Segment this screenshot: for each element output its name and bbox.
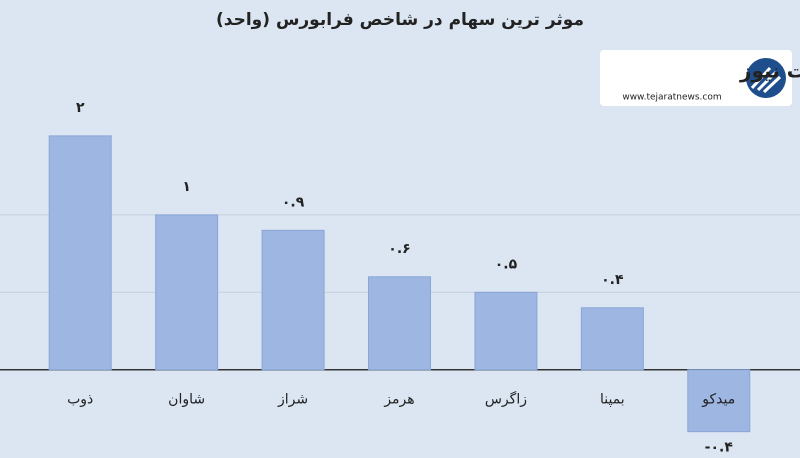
x-tick-label: هرمز (383, 392, 414, 408)
x-tick-label: ذوب (67, 392, 93, 408)
bar (155, 214, 219, 371)
value-label: ۰.۴ (601, 272, 624, 288)
logo-icon (746, 58, 786, 98)
chart-title: موثر ترین سهام در شاخص فرابورس (واحد) (216, 10, 584, 30)
x-tick-label: زاگرس (485, 391, 527, 408)
value-label: ۰.۶ (388, 241, 410, 257)
bar (368, 276, 431, 371)
bar (580, 307, 644, 371)
bar (687, 369, 751, 433)
logo-url: www.tejaratnews.com (622, 93, 721, 103)
bar (261, 229, 325, 371)
bar (48, 135, 112, 371)
value-label: ۰.۵ (495, 256, 518, 272)
x-tick-label: بمپنا (600, 392, 625, 408)
value-label: ۱ (182, 179, 191, 195)
logo-text: تجارت نیوز (739, 59, 800, 83)
logo-box (600, 50, 792, 106)
x-tick-label: شاوان (168, 392, 205, 408)
value-label: -۰.۴ (705, 440, 734, 456)
value-label: ۰.۹ (282, 194, 305, 210)
logo-stripes (750, 66, 782, 94)
bar (474, 291, 538, 371)
logo: تجارت نیوز www.tejaratnews.com (600, 50, 800, 106)
x-tick-label: میدکو (701, 392, 735, 408)
x-tick-label: شراز (277, 392, 308, 408)
value-label: ۲ (76, 100, 85, 116)
